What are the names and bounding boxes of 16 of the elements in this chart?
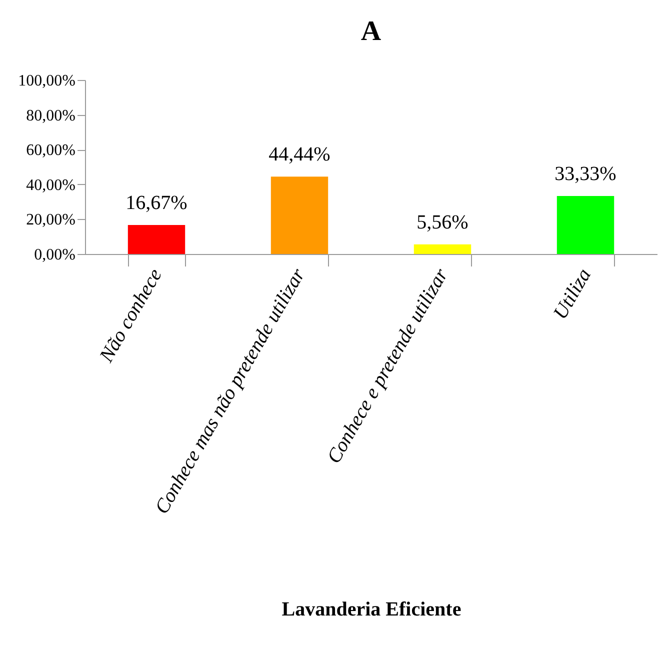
- y-tick-label: 80,00%: [26, 107, 76, 124]
- bar: [556, 196, 614, 254]
- bar: [128, 224, 186, 254]
- bar: [270, 176, 328, 254]
- bar: [414, 244, 472, 254]
- y-tick-label: 20,00%: [26, 212, 76, 229]
- y-tick-label: 100,00%: [18, 72, 76, 90]
- y-tick-label: 40,00%: [26, 176, 76, 194]
- data-label: 5,56%: [416, 211, 468, 234]
- chart-title: A: [360, 16, 382, 47]
- data-label: 33,33%: [554, 163, 616, 186]
- data-label: 44,44%: [268, 144, 330, 166]
- data-label: 16,67%: [126, 192, 188, 214]
- x-axis-title: Lavanderia Eficiente: [282, 598, 462, 620]
- y-tick-label: 0,00%: [34, 246, 76, 264]
- y-tick-label: 60,00%: [26, 142, 76, 160]
